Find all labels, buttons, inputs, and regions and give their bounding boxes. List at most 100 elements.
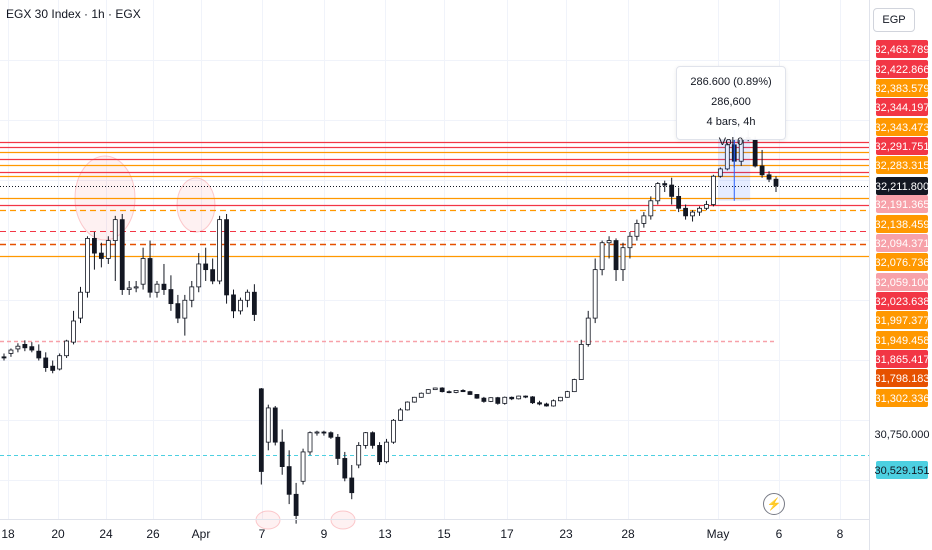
lightning-icon[interactable]: ⚡ bbox=[763, 493, 785, 515]
candle-up bbox=[453, 390, 459, 393]
candle-down bbox=[773, 178, 779, 187]
candle-up bbox=[182, 299, 188, 319]
price-label: 31,865.417 bbox=[874, 354, 929, 366]
candle-up bbox=[85, 238, 90, 293]
candle-up bbox=[363, 432, 369, 446]
price-label-bg bbox=[876, 156, 928, 174]
price-label: 30,750.000 bbox=[874, 429, 929, 441]
measure-volume: Vol 0 bbox=[718, 136, 744, 148]
time-label: May bbox=[707, 527, 730, 541]
price-label-bg bbox=[876, 79, 928, 97]
candle-up bbox=[140, 258, 146, 285]
candle-down bbox=[279, 441, 285, 468]
candle-up bbox=[356, 445, 362, 466]
candle-up bbox=[432, 387, 438, 391]
time-label: 9 bbox=[321, 527, 328, 541]
candle-up bbox=[154, 283, 160, 293]
price-label: 32,059.100 bbox=[874, 277, 929, 289]
price-label: 32,422.866 bbox=[874, 64, 929, 76]
price-label: 30,529.151 bbox=[874, 465, 929, 477]
candle-up bbox=[585, 317, 591, 345]
candle-down bbox=[683, 207, 688, 217]
candle-up bbox=[105, 240, 111, 259]
time-label: 23 bbox=[559, 527, 573, 541]
candle-down bbox=[29, 346, 35, 351]
candle-down bbox=[335, 436, 341, 459]
price-label-bg bbox=[876, 40, 928, 58]
price-label-bg bbox=[876, 311, 928, 329]
candle-down bbox=[1, 356, 7, 359]
price-axis[interactable]: 32,463.789 32,422.866 32,383.579 32,344.197… bbox=[874, 40, 930, 479]
candle-up bbox=[112, 219, 118, 241]
chart-grid bbox=[0, 0, 869, 519]
price-label-bg bbox=[876, 461, 928, 479]
candle-up bbox=[391, 419, 396, 443]
candle-up bbox=[8, 349, 14, 354]
time-label: 17 bbox=[500, 527, 514, 541]
candle-down bbox=[272, 407, 278, 443]
price-label-bg bbox=[876, 137, 928, 155]
measure-bars: 4 bars, 4h bbox=[706, 116, 756, 128]
price-label: 32,138.459 bbox=[874, 219, 929, 231]
price-label-bg bbox=[876, 389, 928, 407]
candle-up bbox=[655, 183, 661, 202]
candle-down bbox=[258, 388, 264, 472]
measure-change: 286.600 (0.89%) 286,600 bbox=[690, 76, 772, 108]
time-axis[interactable]: 18 20 24 26 Apr 7 9 13 15 17 23 28 May 6 8 bbox=[1, 527, 843, 541]
candle-up bbox=[564, 391, 570, 398]
candle-down bbox=[92, 238, 97, 254]
candle-up bbox=[78, 291, 83, 319]
candle-up bbox=[411, 396, 417, 403]
currency-button[interactable]: EGP bbox=[873, 8, 915, 32]
time-label: 8 bbox=[837, 527, 844, 541]
horizontal-levels bbox=[0, 141, 869, 456]
candle-down bbox=[460, 390, 466, 393]
candle-down bbox=[766, 174, 772, 180]
candle-up bbox=[133, 286, 139, 289]
candle-up bbox=[606, 240, 612, 244]
candle-up bbox=[557, 396, 563, 402]
candle-down bbox=[676, 195, 682, 209]
candle-up bbox=[488, 397, 494, 402]
candle-down bbox=[613, 240, 619, 271]
price-label: 32,344.197 bbox=[874, 102, 929, 114]
candle-down bbox=[446, 391, 452, 394]
candle-up bbox=[704, 204, 709, 209]
candle-down bbox=[50, 365, 56, 371]
candle-down bbox=[669, 184, 675, 197]
candle-down bbox=[36, 350, 42, 359]
candle-up bbox=[398, 409, 403, 421]
drawing-annotations bbox=[74, 155, 356, 530]
candle-down bbox=[537, 402, 542, 405]
candle-down bbox=[231, 294, 236, 312]
candle-down bbox=[509, 396, 515, 400]
candle-up bbox=[502, 396, 508, 404]
candle-up bbox=[238, 299, 243, 312]
price-label: 32,094.371 bbox=[874, 238, 929, 250]
price-label-bg bbox=[876, 234, 928, 252]
price-label-bg bbox=[876, 331, 928, 349]
candle-up bbox=[64, 340, 69, 357]
candle-down bbox=[321, 431, 327, 434]
price-label-bg bbox=[876, 60, 928, 78]
candle-down bbox=[474, 394, 480, 399]
price-label-bg bbox=[876, 369, 928, 387]
candle-up bbox=[245, 291, 250, 301]
candle-up bbox=[717, 168, 723, 177]
candle-up bbox=[189, 286, 195, 301]
candle-down bbox=[342, 458, 348, 479]
candle-down bbox=[175, 303, 181, 319]
price-label-bg bbox=[876, 292, 928, 310]
price-label-bg bbox=[876, 215, 928, 233]
candle-down bbox=[161, 283, 167, 290]
price-label: 32,191.365 bbox=[874, 199, 929, 211]
candle-down bbox=[495, 397, 501, 404]
price-label: 31,302.336 bbox=[874, 393, 929, 405]
candle-up bbox=[641, 215, 647, 224]
price-label: 32,211.800 bbox=[875, 181, 929, 193]
measure-tool bbox=[718, 130, 751, 201]
candle-up bbox=[634, 223, 640, 237]
time-label: Apr bbox=[192, 527, 211, 541]
